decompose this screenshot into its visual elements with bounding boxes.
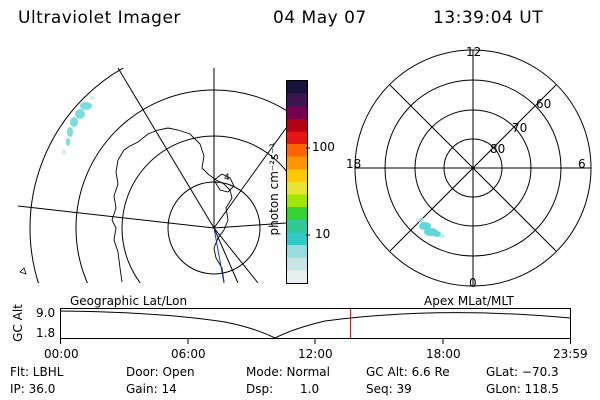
left-map-title: Geographic Lat/Lon <box>70 294 188 308</box>
polar-mlt-map <box>354 49 592 287</box>
filter-label: Flt: LBHL <box>10 365 64 379</box>
dsp-value: 1.0 <box>300 382 320 396</box>
timeline-x-tick-1200: 12:00 <box>298 347 333 361</box>
gc-alt-label: GC Alt: 6.6 Re <box>366 365 450 379</box>
seq-label: Seq: 39 <box>366 382 412 396</box>
mlat-label-60: 60 <box>536 97 552 111</box>
meridian-line <box>117 68 215 229</box>
mode-label: Mode: Normal <box>246 365 330 379</box>
colorbar-tick-100: 100 <box>312 140 335 154</box>
colorbar-unit-label: photon cm⁻²s⁻¹ <box>267 142 281 236</box>
meridian-line <box>213 227 239 283</box>
date-label: 04 May 07 <box>273 8 367 28</box>
timeline-x-tick-0600: 06:00 <box>171 347 206 361</box>
meridian-line <box>18 205 215 229</box>
timeline-y-tick-bottom: 1.8 <box>36 326 56 340</box>
instrument-title: Ultraviolet Imager <box>18 8 181 28</box>
sub-satellite-line <box>213 227 225 284</box>
meridian-line <box>213 127 286 229</box>
mlt-label-0: 0 <box>469 276 477 290</box>
time-label: 13:39:04 UT <box>433 8 544 28</box>
mlt-label-18: 18 <box>346 157 362 171</box>
coastline <box>213 173 235 193</box>
timeline-frame <box>60 308 571 339</box>
aurora-oval-faint <box>418 217 445 238</box>
altitude-timeline <box>59 308 571 344</box>
map-marker-label: 4 <box>224 173 230 183</box>
mlt-label-6: 6 <box>578 157 586 171</box>
colorbar-ticks <box>306 147 310 236</box>
dsp-label: Dsp: <box>246 382 274 396</box>
door-label: Door: Open <box>126 365 195 379</box>
lat-circle <box>29 68 125 283</box>
timeline-x-tick-1800: 18:00 <box>426 347 461 361</box>
mlt-line <box>389 84 557 252</box>
coastline <box>117 127 233 283</box>
meridian-line <box>213 227 259 283</box>
glon-label: GLon: 118.5 <box>486 382 559 396</box>
meridian-line <box>213 222 286 229</box>
aurora-oval <box>419 222 441 237</box>
colorbar-tick-10: 10 <box>315 227 331 241</box>
coastline <box>19 267 27 275</box>
timeline-x-tick-0000: 00:00 <box>44 347 79 361</box>
gain-label: Gain: 14 <box>126 382 177 396</box>
right-map-title: Apex MLat/MLT <box>424 294 514 308</box>
ip-label: IP: 36.0 <box>10 382 56 396</box>
aurora-patch <box>66 102 92 146</box>
coastline <box>111 159 123 283</box>
glat-label: GLat: −70.3 <box>486 365 559 379</box>
geographic-map: 4 <box>18 68 286 284</box>
mlat-label-80: 80 <box>490 142 506 156</box>
timeline-axis-label: GC Alt <box>11 304 25 342</box>
altitude-curve <box>59 310 571 339</box>
aurora-faint <box>62 96 95 155</box>
color-scale-bar <box>286 80 308 284</box>
timeline-x-tick-2359: 23:59 <box>553 347 588 361</box>
timeline-y-tick-top: 9.0 <box>36 306 56 320</box>
mlt-label-12: 12 <box>466 45 482 59</box>
mlat-label-70: 70 <box>512 121 528 135</box>
